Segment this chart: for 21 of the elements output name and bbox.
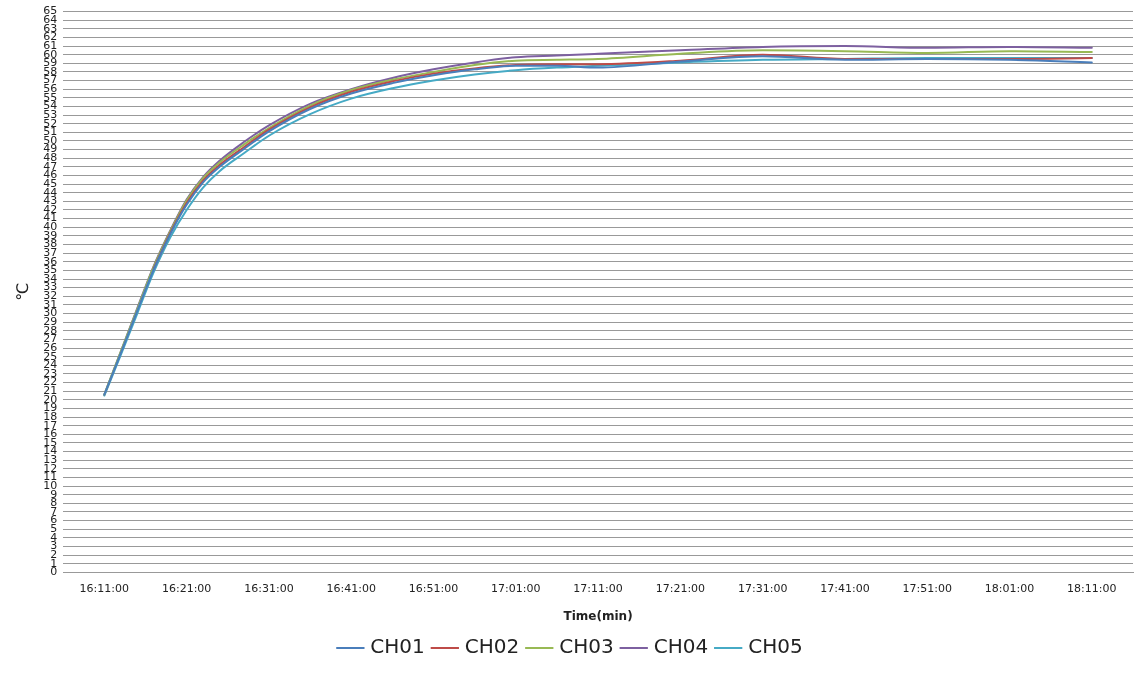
legend-label: CH01 — [370, 634, 425, 659]
x-axis-title: Time(min) — [563, 608, 633, 623]
x-tick-label: 16:51:00 — [408, 581, 459, 595]
x-tick-label: 17:11:00 — [573, 581, 623, 595]
x-tick-label: 17:31:00 — [737, 581, 788, 595]
legend-label: CH05 — [748, 634, 803, 659]
x-tick-label: 18:11:00 — [1067, 581, 1117, 595]
x-tick-label: 17:51:00 — [902, 581, 952, 595]
x-tick-label: 16:11:00 — [79, 581, 130, 595]
x-tick-label: 18:01:00 — [984, 581, 1035, 595]
legend-label: CH02 — [464, 634, 520, 659]
x-tick-label: 16:31:00 — [244, 581, 294, 595]
x-tick-label: 17:21:00 — [655, 581, 706, 595]
x-tick-label: 16:21:00 — [161, 581, 212, 595]
y-tick-label: 0 — [50, 565, 58, 579]
legend-label: CH04 — [653, 634, 709, 659]
x-tick-label: 16:41:00 — [326, 581, 376, 595]
legend-label: CH03 — [559, 634, 614, 659]
x-tick-label: 17:01:00 — [491, 581, 541, 595]
y-axis-title: ℃ — [12, 282, 32, 301]
x-tick-label: 17:41:00 — [820, 581, 870, 595]
